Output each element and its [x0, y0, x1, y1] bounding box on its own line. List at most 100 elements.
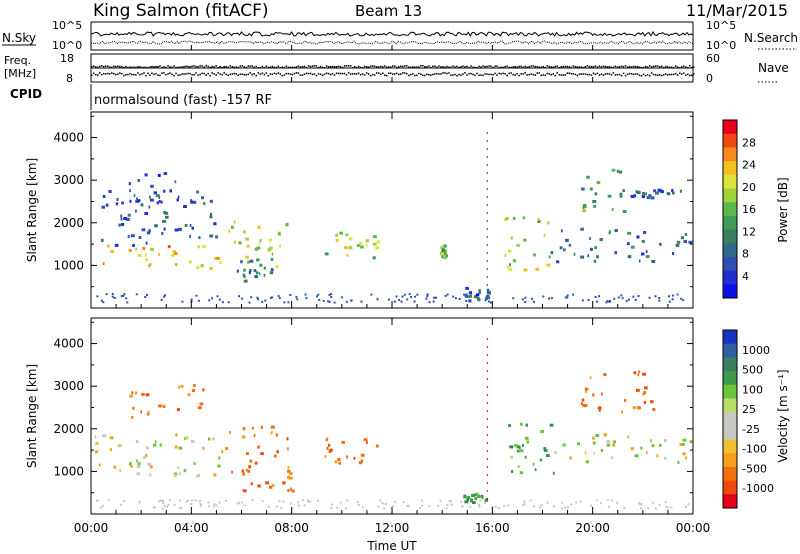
- freq-point: [215, 65, 217, 67]
- heatmap-cell: [185, 500, 188, 503]
- y-tick-label: 2000: [53, 422, 84, 436]
- nave-point: [335, 72, 338, 74]
- heatmap-cell: [288, 476, 293, 480]
- heatmap-cell: [638, 501, 641, 504]
- heatmap-cell: [406, 298, 409, 301]
- heatmap-cell: [128, 248, 132, 252]
- heatmap-cell: [117, 444, 122, 448]
- freq-point: [197, 65, 199, 68]
- heatmap-cell: [370, 293, 373, 296]
- heatmap-cell: [268, 506, 271, 508]
- nave-point: [656, 74, 659, 76]
- heatmap-cell: [532, 300, 535, 303]
- nave-point: [259, 73, 262, 75]
- freq-point: [460, 66, 462, 68]
- heatmap-cell: [189, 223, 192, 227]
- nave-point: [217, 72, 219, 74]
- heatmap-cell: [241, 435, 246, 439]
- nave-point: [574, 73, 577, 76]
- nave-point: [580, 73, 583, 75]
- nave-point: [632, 73, 635, 76]
- nave-point: [247, 73, 249, 76]
- freq-point: [520, 65, 522, 68]
- heatmap-cell: [236, 269, 239, 273]
- heatmap-cell: [682, 299, 685, 302]
- heatmap-cell: [233, 220, 236, 224]
- heatmap-cell: [553, 505, 555, 508]
- freq-point: [414, 66, 416, 68]
- freq-point: [402, 65, 404, 68]
- heatmap-cell: [546, 263, 551, 267]
- heatmap-cell: [658, 297, 661, 300]
- heatmap-cell: [264, 299, 267, 302]
- nave-point: [221, 74, 223, 76]
- heatmap-cell: [360, 300, 363, 303]
- heatmap-cell: [212, 437, 215, 441]
- nave-point: [203, 72, 205, 75]
- heatmap-cell: [619, 192, 623, 196]
- nave-point: [299, 74, 302, 76]
- heatmap-cell: [516, 449, 520, 453]
- heatmap-cell: [627, 242, 630, 246]
- nave-point: [526, 74, 528, 76]
- heatmap-cell: [441, 255, 444, 259]
- heatmap-cell: [238, 241, 242, 245]
- freq-point: [155, 65, 157, 68]
- heatmap-cell: [149, 263, 152, 267]
- heatmap-cell: [507, 504, 510, 507]
- nave-point: [400, 73, 402, 75]
- freq-point: [201, 65, 203, 67]
- heatmap-cell: [121, 201, 124, 205]
- colorbar-swatch: [723, 202, 737, 217]
- freq-point: [199, 65, 201, 67]
- heatmap-cell: [627, 435, 630, 439]
- nave-point: [386, 74, 388, 77]
- nsearch-series: [90, 40, 694, 45]
- heatmap-cell: [209, 199, 213, 203]
- heatmap-cell: [614, 251, 617, 255]
- nave-point: [588, 73, 591, 76]
- freq-point: [428, 65, 430, 67]
- heatmap-cell: [449, 500, 452, 503]
- heatmap-cell: [328, 293, 331, 296]
- heatmap-cell: [440, 246, 442, 250]
- heatmap-cell: [180, 506, 183, 509]
- heatmap-cell: [207, 501, 210, 504]
- heatmap-cell: [469, 294, 472, 298]
- heatmap-cell: [375, 246, 380, 250]
- heatmap-cell: [146, 412, 150, 416]
- heatmap-cell: [348, 246, 353, 250]
- heatmap-cell: [242, 472, 245, 476]
- freq-point: [548, 65, 550, 68]
- heatmap-cell: [589, 237, 591, 240]
- heatmap-cell: [211, 297, 213, 300]
- nave-point: [219, 73, 221, 75]
- heatmap-cell: [216, 295, 219, 298]
- heatmap-cell: [174, 180, 177, 184]
- heatmap-cell: [345, 233, 349, 237]
- power-panel: [90, 111, 694, 309]
- freq-point: [494, 65, 496, 67]
- freq-point: [610, 66, 613, 69]
- heatmap-cell: [426, 295, 429, 298]
- heatmap-cell: [213, 503, 216, 506]
- heatmap-cell: [476, 492, 479, 496]
- nave-point: [185, 73, 187, 75]
- nave-point: [530, 73, 532, 75]
- nave-point: [458, 73, 460, 76]
- heatmap-cell: [660, 190, 664, 194]
- heatmap-cell: [407, 505, 410, 508]
- heatmap-cell: [633, 194, 637, 198]
- heatmap-cell: [682, 442, 685, 446]
- heatmap-cell: [444, 249, 447, 253]
- heatmap-cell: [402, 501, 405, 503]
- nave-point: [528, 73, 530, 76]
- nave-point: [590, 74, 593, 76]
- nave-point: [93, 72, 95, 75]
- nave-point: [293, 72, 296, 75]
- heatmap-cell: [608, 505, 610, 508]
- heatmap-cell: [593, 259, 596, 263]
- heatmap-cell: [643, 231, 647, 234]
- heatmap-cell: [149, 195, 151, 199]
- freq-point: [564, 65, 567, 68]
